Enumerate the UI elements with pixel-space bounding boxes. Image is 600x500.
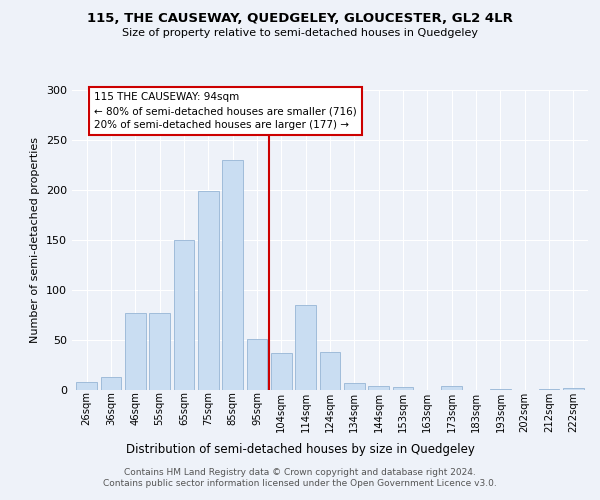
Bar: [490, 389, 511, 390]
Bar: [368, 386, 389, 390]
Bar: [247, 339, 268, 390]
Bar: [125, 313, 146, 390]
Bar: [173, 240, 194, 390]
Bar: [295, 305, 316, 390]
Bar: [101, 377, 121, 390]
Bar: [442, 386, 462, 390]
Bar: [320, 352, 340, 390]
Bar: [392, 387, 413, 390]
Bar: [222, 160, 243, 390]
Bar: [539, 389, 559, 390]
Text: 115 THE CAUSEWAY: 94sqm
← 80% of semi-detached houses are smaller (716)
20% of s: 115 THE CAUSEWAY: 94sqm ← 80% of semi-de…: [94, 92, 356, 130]
Text: Distribution of semi-detached houses by size in Quedgeley: Distribution of semi-detached houses by …: [125, 442, 475, 456]
Text: Contains HM Land Registry data © Crown copyright and database right 2024.
Contai: Contains HM Land Registry data © Crown c…: [103, 468, 497, 487]
Bar: [271, 353, 292, 390]
Bar: [76, 382, 97, 390]
Bar: [344, 383, 365, 390]
Text: 115, THE CAUSEWAY, QUEDGELEY, GLOUCESTER, GL2 4LR: 115, THE CAUSEWAY, QUEDGELEY, GLOUCESTER…: [87, 12, 513, 26]
Bar: [563, 388, 584, 390]
Y-axis label: Number of semi-detached properties: Number of semi-detached properties: [31, 137, 40, 343]
Text: Size of property relative to semi-detached houses in Quedgeley: Size of property relative to semi-detach…: [122, 28, 478, 38]
Bar: [198, 191, 218, 390]
Bar: [149, 313, 170, 390]
